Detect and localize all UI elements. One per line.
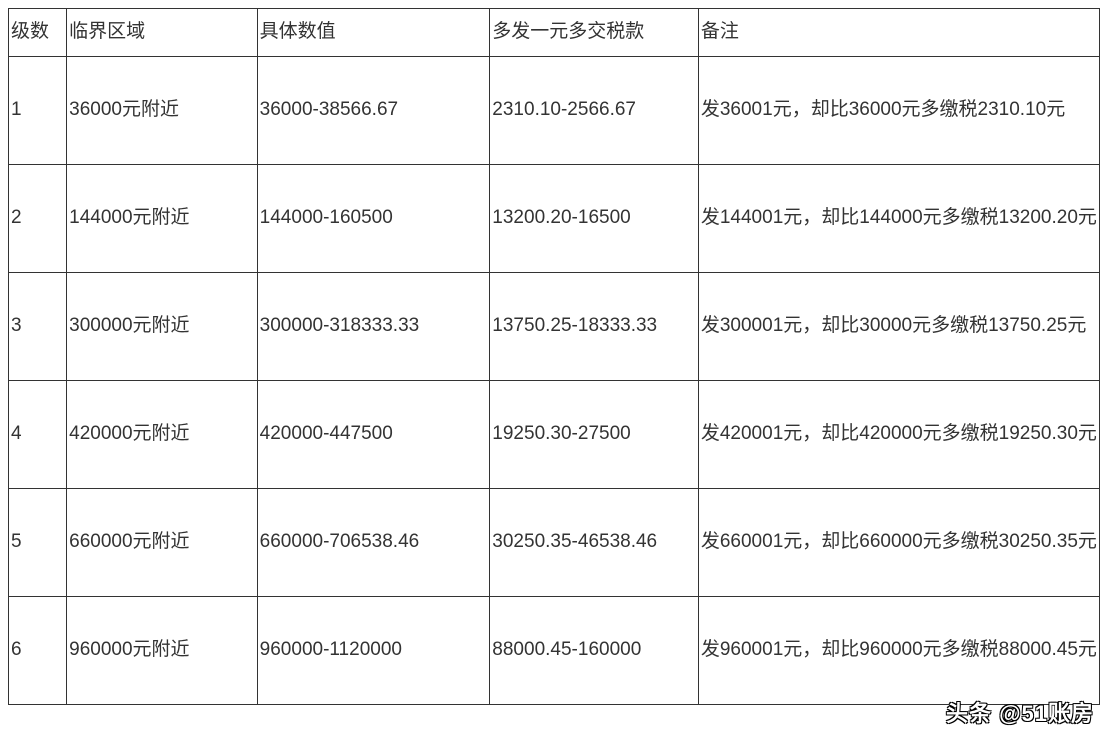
cell-remark: 发144001元，却比144000元多缴税13200.20元 — [698, 165, 1099, 273]
cell-remark: 发300001元，却比30000元多缴税13750.25元 — [698, 273, 1099, 381]
header-extra: 多发一元多交税款 — [490, 9, 699, 57]
cell-value: 300000-318333.33 — [257, 273, 490, 381]
watermark: 头条 @51账房 — [946, 696, 1094, 728]
cell-value: 36000-38566.67 — [257, 57, 490, 165]
cell-level: 6 — [9, 597, 67, 705]
cell-extra: 2310.10-2566.67 — [490, 57, 699, 165]
cell-remark: 发420001元，却比420000元多缴税19250.30元 — [698, 381, 1099, 489]
cell-region: 144000元附近 — [67, 165, 258, 273]
table-header-row: 级数 临界区域 具体数值 多发一元多交税款 备注 — [9, 9, 1100, 57]
table-row: 1 36000元附近 36000-38566.67 2310.10-2566.6… — [9, 57, 1100, 165]
header-region: 临界区域 — [67, 9, 258, 57]
table-row: 2 144000元附近 144000-160500 13200.20-16500… — [9, 165, 1100, 273]
cell-level: 3 — [9, 273, 67, 381]
table-row: 6 960000元附近 960000-1120000 88000.45-1600… — [9, 597, 1100, 705]
cell-level: 5 — [9, 489, 67, 597]
cell-remark: 发660001元，却比660000元多缴税30250.35元 — [698, 489, 1099, 597]
cell-extra: 13200.20-16500 — [490, 165, 699, 273]
header-remark: 备注 — [698, 9, 1099, 57]
cell-remark: 发36001元，却比36000元多缴税2310.10元 — [698, 57, 1099, 165]
cell-level: 2 — [9, 165, 67, 273]
tax-threshold-table: 级数 临界区域 具体数值 多发一元多交税款 备注 1 36000元附近 3600… — [8, 8, 1100, 705]
cell-extra: 13750.25-18333.33 — [490, 273, 699, 381]
cell-extra: 88000.45-160000 — [490, 597, 699, 705]
cell-level: 1 — [9, 57, 67, 165]
cell-region: 300000元附近 — [67, 273, 258, 381]
header-value: 具体数值 — [257, 9, 490, 57]
cell-region: 660000元附近 — [67, 489, 258, 597]
cell-value: 960000-1120000 — [257, 597, 490, 705]
table-row: 3 300000元附近 300000-318333.33 13750.25-18… — [9, 273, 1100, 381]
cell-region: 36000元附近 — [67, 57, 258, 165]
cell-value: 144000-160500 — [257, 165, 490, 273]
cell-region: 960000元附近 — [67, 597, 258, 705]
table-row: 4 420000元附近 420000-447500 19250.30-27500… — [9, 381, 1100, 489]
cell-remark: 发960001元，却比960000元多缴税88000.45元 — [698, 597, 1099, 705]
cell-extra: 30250.35-46538.46 — [490, 489, 699, 597]
cell-level: 4 — [9, 381, 67, 489]
cell-extra: 19250.30-27500 — [490, 381, 699, 489]
header-level: 级数 — [9, 9, 67, 57]
cell-value: 660000-706538.46 — [257, 489, 490, 597]
cell-value: 420000-447500 — [257, 381, 490, 489]
cell-region: 420000元附近 — [67, 381, 258, 489]
table-row: 5 660000元附近 660000-706538.46 30250.35-46… — [9, 489, 1100, 597]
